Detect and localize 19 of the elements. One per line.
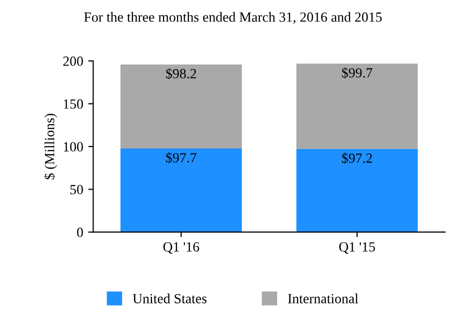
data-label: $98.2 (166, 68, 196, 80)
bar (296, 148, 418, 232)
data-label: $97.7 (166, 152, 196, 164)
data-label: $97.2 (342, 152, 372, 164)
y-tick-label: 100 (64, 142, 83, 152)
bar (120, 64, 242, 148)
legend-label: International (288, 294, 358, 304)
x-tick-label: Q1 '16 (163, 242, 200, 254)
chart-title: For the three months ended March 31, 2016 and 2015 (84, 12, 382, 24)
y-tick-label: 50 (70, 184, 83, 194)
data-label: $99.7 (342, 67, 372, 78)
bar (296, 64, 418, 149)
x-tick-label: Q1 '15 (339, 242, 375, 254)
y-axis-title: $ (Millions) (44, 114, 58, 180)
y-tick-label: 150 (64, 99, 83, 109)
bar (120, 148, 242, 232)
legend-label: United States (132, 294, 206, 304)
y-tick-label: 200 (63, 56, 83, 66)
y-tick-label: 0 (77, 228, 83, 238)
